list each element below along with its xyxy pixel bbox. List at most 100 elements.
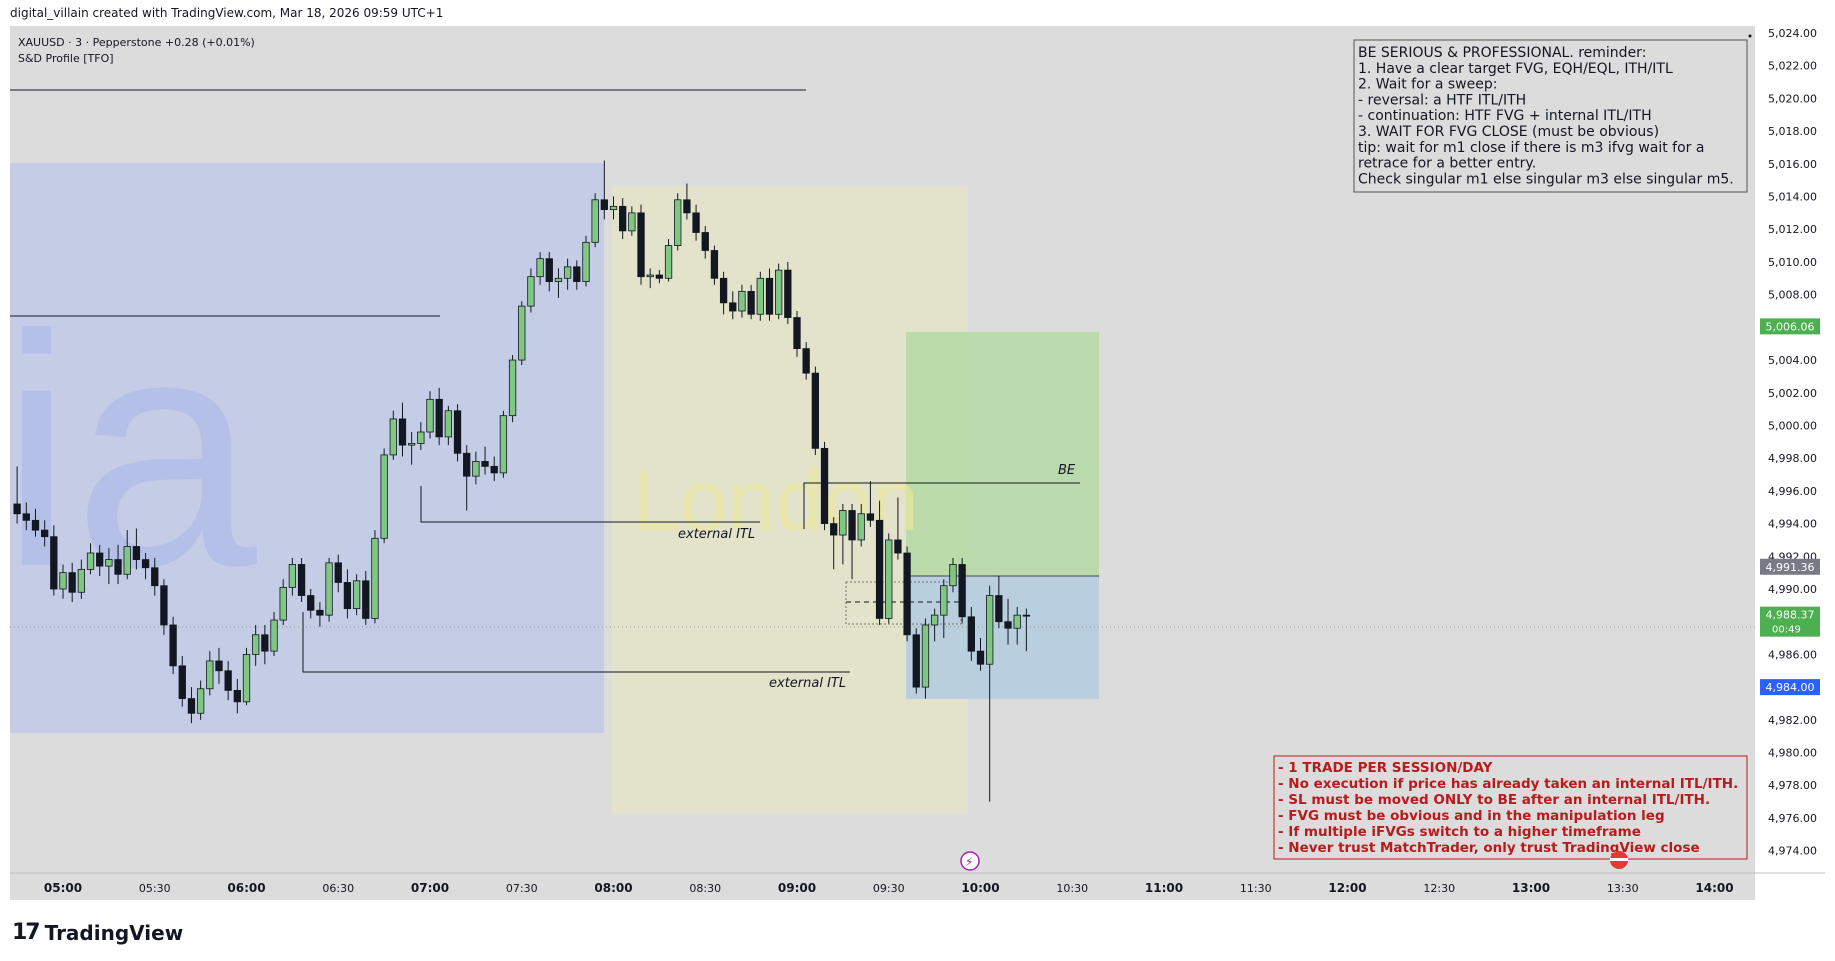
candle-body-bear bbox=[820, 447, 829, 524]
candle-body-bull bbox=[242, 654, 251, 703]
price-tick-label: 5,020.00 bbox=[1768, 92, 1817, 105]
candle bbox=[463, 445, 471, 511]
candle bbox=[637, 204, 645, 285]
candle bbox=[444, 405, 453, 446]
reminder-note-line: - reversal: a HTF ITL/ITH bbox=[1358, 92, 1526, 108]
price-tick-label: 4,978.00 bbox=[1768, 779, 1817, 792]
symbol-legend[interactable]: XAUUSD · 3 · Pepperstone +0.28 (+0.01%) bbox=[18, 36, 255, 49]
candle bbox=[352, 574, 361, 616]
price-tick-label: 4,986.00 bbox=[1768, 648, 1817, 661]
indicator-legend[interactable]: S&D Profile [TFO] bbox=[18, 52, 114, 65]
candle bbox=[830, 517, 838, 570]
candle bbox=[582, 235, 590, 287]
candle-body-bear bbox=[848, 510, 856, 541]
price-tick-label: 4,994.00 bbox=[1768, 518, 1817, 531]
candle-body-bear bbox=[50, 536, 58, 590]
candle bbox=[499, 410, 508, 478]
candle bbox=[536, 252, 544, 285]
candle bbox=[426, 391, 434, 439]
candle bbox=[417, 422, 425, 450]
candle-body-bull bbox=[499, 415, 508, 474]
replay-icon[interactable] bbox=[960, 851, 980, 871]
time-tick-label: 10:00 bbox=[961, 881, 999, 895]
price-tick-label: 5,008.00 bbox=[1768, 289, 1817, 302]
external-itl-label-1: external ITL bbox=[678, 527, 755, 542]
price-tick-label: 4,996.00 bbox=[1768, 485, 1817, 498]
candle bbox=[600, 160, 608, 220]
candle bbox=[949, 557, 957, 593]
candle bbox=[747, 284, 755, 320]
time-tick-label: 07:30 bbox=[506, 882, 538, 895]
time-axis[interactable]: 05:00 05:30 06:00 06:30 07:00 07:30 08:00 08:30… bbox=[44, 881, 1734, 895]
candle-body-bear bbox=[22, 513, 30, 521]
candle-body-bear bbox=[463, 452, 471, 477]
candle bbox=[22, 502, 30, 531]
candle-body-bull bbox=[775, 269, 783, 315]
time-tick-label: 05:00 bbox=[44, 881, 82, 895]
rules-note-text: - 1 TRADE PER SESSION/DAY- No execution … bbox=[1278, 760, 1738, 856]
candle bbox=[967, 606, 975, 661]
reminder-note-line: tip: wait for m1 close if there is m3 if… bbox=[1358, 140, 1704, 156]
candle bbox=[683, 183, 691, 220]
candle bbox=[481, 446, 489, 475]
rules-note-line: - FVG must be obvious and in the manipul… bbox=[1278, 808, 1665, 824]
price-tick-label: 4,976.00 bbox=[1768, 812, 1817, 825]
candle-body-bear bbox=[866, 513, 875, 521]
candle-body-bear bbox=[490, 465, 498, 474]
price-tick-label: 5,024.00 bbox=[1768, 27, 1817, 40]
time-tick-label: 08:00 bbox=[594, 881, 632, 895]
time-tick-label: 05:30 bbox=[139, 882, 171, 895]
candle-body-bull bbox=[288, 564, 297, 588]
candle-body-bear bbox=[710, 250, 719, 279]
candle bbox=[380, 448, 388, 544]
candle bbox=[765, 268, 774, 321]
price-badge-stop bbox=[1760, 679, 1820, 696]
price-badge-label: 5,006.06 bbox=[1766, 320, 1815, 333]
candle-body-bull bbox=[885, 539, 893, 619]
time-tick-label: 07:00 bbox=[411, 881, 449, 895]
candle bbox=[187, 687, 196, 724]
candle bbox=[655, 270, 664, 284]
candle-body-bull bbox=[407, 443, 416, 446]
candle-body-bear bbox=[967, 616, 975, 652]
candle bbox=[628, 206, 636, 236]
candle bbox=[903, 546, 911, 642]
candle-body-bull bbox=[508, 359, 517, 417]
price-badge-current bbox=[1760, 606, 1820, 637]
tradingview-logo-text: TradingView bbox=[44, 920, 184, 945]
candle-body-bull bbox=[105, 559, 113, 567]
price-tick-label: 4,974.00 bbox=[1768, 845, 1817, 858]
candle-body-bull bbox=[857, 513, 865, 541]
candle-body-bull bbox=[325, 562, 333, 616]
candle bbox=[270, 611, 278, 657]
candle-body-bear bbox=[637, 212, 645, 278]
candle-body-bull bbox=[196, 688, 205, 714]
candle bbox=[196, 680, 205, 720]
candle-body-bull bbox=[206, 660, 214, 690]
rules-note-line: - 1 TRADE PER SESSION/DAY bbox=[1278, 760, 1493, 776]
candle-body-bear bbox=[343, 582, 352, 610]
candle bbox=[206, 651, 214, 696]
price-tick-label: 4,982.00 bbox=[1768, 714, 1817, 727]
price-tick-label: 4,998.00 bbox=[1768, 452, 1817, 465]
candle bbox=[132, 528, 141, 570]
candle-body-bull bbox=[554, 277, 563, 282]
price-badge-label: 4,984.00 bbox=[1766, 681, 1815, 694]
candle bbox=[86, 543, 95, 575]
candle-body-bear bbox=[96, 552, 104, 567]
candle-body-bear bbox=[435, 398, 443, 438]
candle bbox=[591, 193, 599, 248]
candle bbox=[729, 291, 737, 320]
rules-note-box bbox=[1273, 755, 1748, 860]
candle bbox=[316, 602, 324, 627]
candle-body-bear bbox=[719, 277, 728, 304]
candle bbox=[31, 508, 40, 537]
candle-body-bull bbox=[86, 552, 95, 570]
candle-body-bear bbox=[793, 317, 801, 350]
tradingview-logo[interactable]: 17 TradingView bbox=[12, 920, 183, 945]
candle-body-bull bbox=[59, 572, 67, 590]
candle-body-bull bbox=[380, 454, 388, 539]
time-tick-label: 06:00 bbox=[227, 881, 265, 895]
candle-body-bull bbox=[646, 274, 654, 278]
